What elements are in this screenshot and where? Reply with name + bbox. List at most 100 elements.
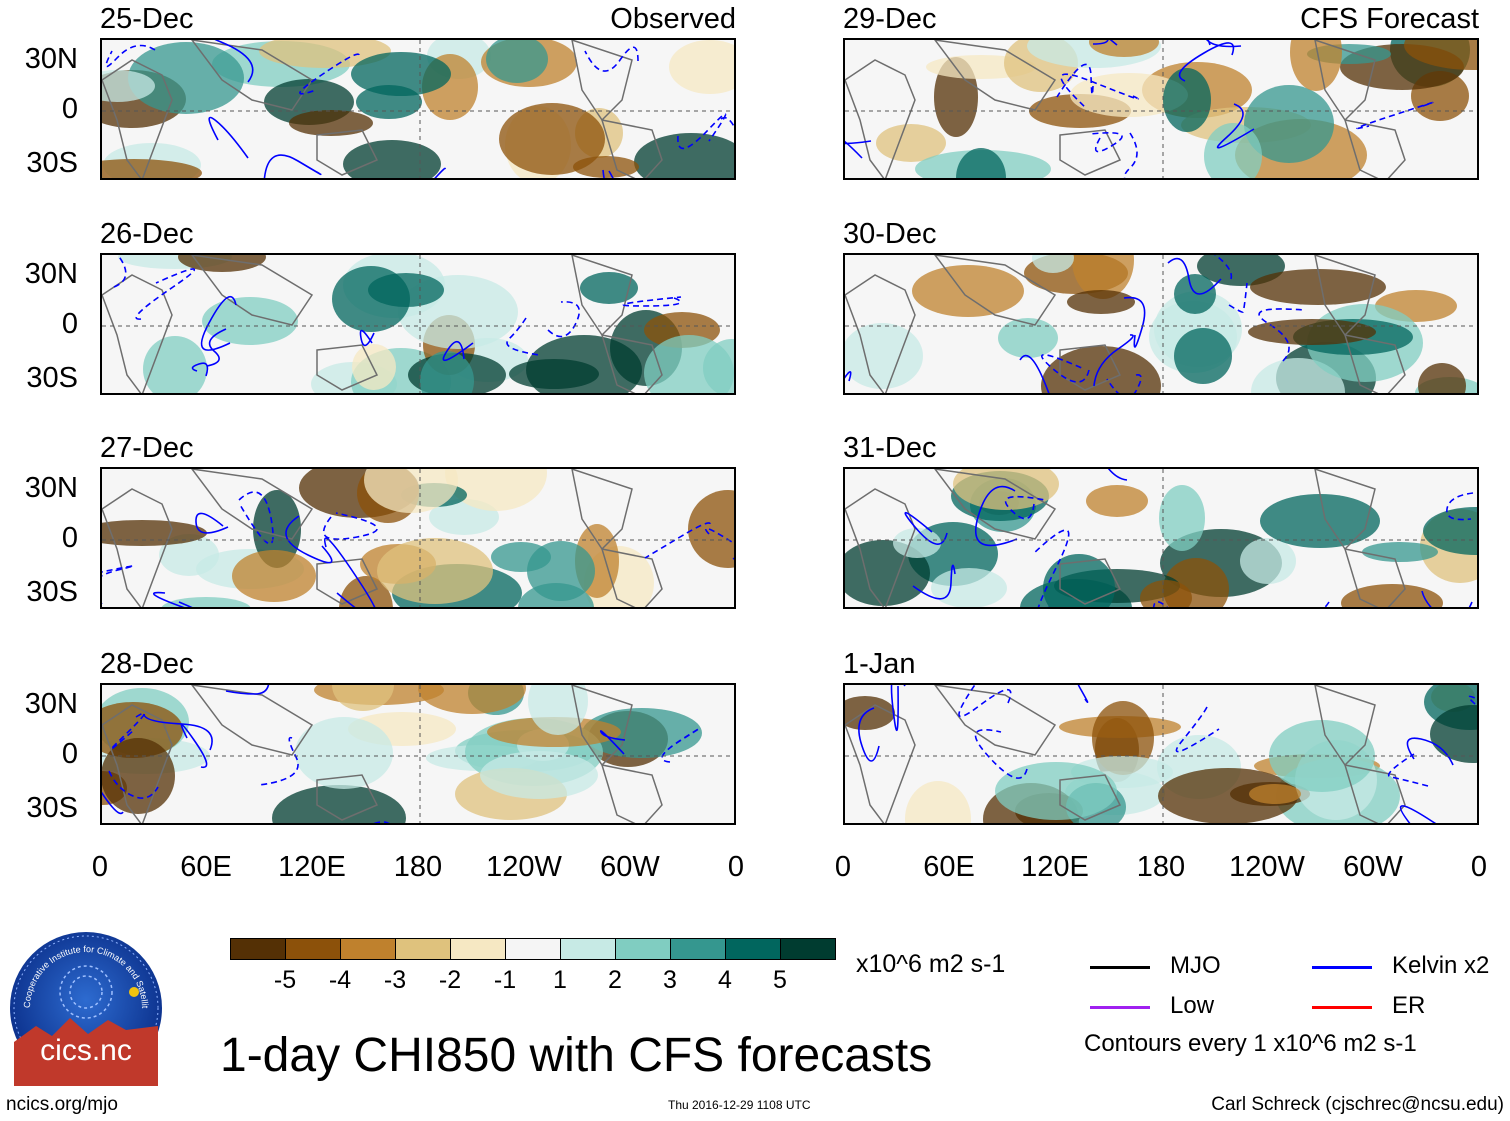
coastline <box>191 469 314 540</box>
kelvin-contour <box>845 140 872 159</box>
lat-label: 30N <box>24 258 78 290</box>
anomaly-shading <box>159 534 219 576</box>
kelvin-contour <box>644 522 711 559</box>
coastline <box>1343 334 1406 393</box>
anomaly-shading <box>161 597 251 607</box>
anomaly-shading <box>528 685 588 735</box>
kelvin-contour <box>285 515 333 564</box>
kelvin-contour <box>1089 132 1123 153</box>
panel-date: 28-Dec <box>100 648 194 680</box>
panel-date: 25-Dec <box>100 3 194 35</box>
kelvin-contour <box>1406 737 1454 766</box>
lon-label: 120W <box>486 851 562 883</box>
anomaly-shading <box>995 762 1117 820</box>
lon-label: 120W <box>1229 851 1305 883</box>
map-field <box>102 469 734 607</box>
kelvin-contour <box>974 485 1018 547</box>
kelvin-contour <box>1387 753 1429 787</box>
anomaly-shading <box>364 469 458 513</box>
coastline <box>1059 129 1122 176</box>
map-field <box>102 685 734 823</box>
anomaly-shading <box>499 103 605 175</box>
legend-line <box>1312 1006 1372 1009</box>
lon-label: 0 <box>727 851 745 883</box>
anomaly-shading <box>445 469 547 511</box>
panel-date: 1-Jan <box>843 648 916 680</box>
anomaly-shading <box>486 40 548 83</box>
kelvin-contour <box>547 301 580 338</box>
coastline <box>1343 548 1406 607</box>
kelvin-contour <box>208 116 249 159</box>
anomaly-shading <box>1244 85 1334 163</box>
anomaly-shading <box>377 538 493 604</box>
anomaly-shading <box>178 255 266 272</box>
anomaly-shading <box>1159 485 1205 551</box>
colorbar-tick-label: -3 <box>383 966 407 994</box>
kelvin-contour <box>599 730 626 755</box>
anomaly-shading <box>1290 40 1342 91</box>
anomaly-shading <box>1086 485 1148 517</box>
map-field <box>102 40 734 178</box>
lon-label: 60W <box>1343 851 1403 883</box>
coastline <box>191 685 314 756</box>
lon-label: 120E <box>1021 851 1089 883</box>
footer-url: ncics.org/mjo <box>6 1094 118 1115</box>
kelvin-contour <box>1041 353 1090 383</box>
panel-corner-label: Observed <box>610 3 736 35</box>
colorbar-tick-label: 5 <box>773 966 787 994</box>
kelvin-contour <box>110 712 146 751</box>
kelvin-contour <box>135 268 196 320</box>
anomaly-shading <box>1163 68 1211 132</box>
kelvin-contour <box>1356 101 1434 130</box>
map-panel <box>843 683 1479 825</box>
coastline <box>102 59 173 178</box>
map-panel <box>843 467 1479 609</box>
kelvin-contour <box>1324 601 1330 607</box>
colorbar-tick-label: -4 <box>328 966 352 994</box>
colorbar-cell <box>450 938 506 960</box>
coastline <box>845 59 916 178</box>
anomaly-shading <box>259 40 391 68</box>
kelvin-contour <box>225 685 270 695</box>
figure-title: 1-day CHI850 with CFS forecasts <box>220 1029 933 1082</box>
anomaly-shading <box>1174 274 1216 314</box>
panel-date: 31-Dec <box>843 432 937 464</box>
kelvin-contour <box>1178 42 1235 82</box>
kelvin-contour <box>191 362 209 377</box>
logo-name: cics.nc <box>40 1034 132 1067</box>
anomaly-shading <box>1204 123 1262 178</box>
anomaly-shading <box>845 696 895 730</box>
kelvin-contour <box>584 46 639 72</box>
colorbar-tick-label: -1 <box>493 966 517 994</box>
anomaly-shading <box>580 272 638 304</box>
coastline <box>316 558 379 605</box>
kelvin-contour <box>299 53 360 95</box>
coastline <box>845 704 916 823</box>
lon-label: 60W <box>600 851 660 883</box>
coastline <box>102 274 173 393</box>
kelvin-contour <box>661 727 701 763</box>
coastline <box>1314 40 1376 122</box>
kelvin-contour <box>1175 706 1220 753</box>
map-panel <box>100 38 736 180</box>
kelvin-contour <box>1060 73 1139 109</box>
kelvin-contour <box>677 113 727 150</box>
legend-label: Kelvin x2 <box>1392 952 1490 979</box>
kelvin-contour <box>195 512 229 534</box>
footer-timestamp: Thu 2016-12-29 1108 UTC <box>668 1098 811 1112</box>
anomaly-shading <box>352 344 396 390</box>
colorbar-cell <box>285 938 341 960</box>
map-field <box>102 255 734 393</box>
lon-label: 0 <box>1470 851 1488 883</box>
colorbar-cell <box>395 938 451 960</box>
anomaly-shading <box>343 140 441 178</box>
kelvin-contour <box>1107 469 1128 481</box>
coastline <box>316 129 379 176</box>
anomaly-shading <box>1240 538 1296 584</box>
kelvin-contour <box>974 728 1028 779</box>
lon-label: 0 <box>834 851 852 883</box>
anomaly-shading <box>669 40 734 94</box>
lat-label: 30S <box>26 792 78 824</box>
kelvin-contour <box>1258 308 1305 362</box>
lat-label: 30S <box>26 362 78 394</box>
